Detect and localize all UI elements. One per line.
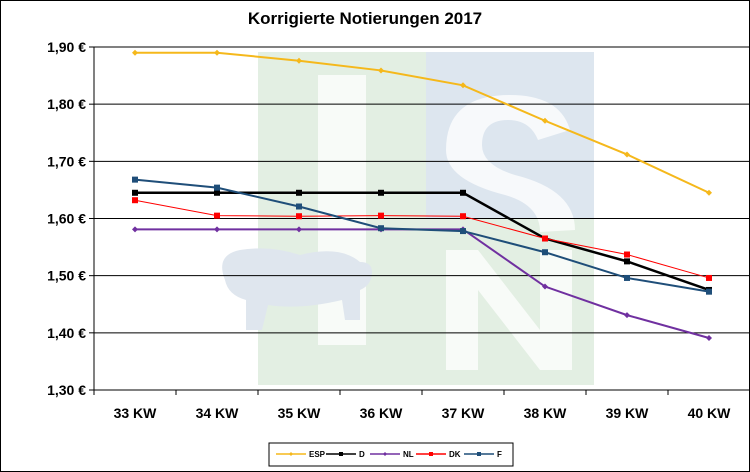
data-point	[624, 151, 630, 158]
series-esp	[132, 49, 712, 196]
x-tick-label: 35 KW	[278, 405, 322, 421]
series-dk	[132, 197, 712, 281]
data-point	[460, 213, 466, 220]
data-point	[624, 312, 630, 319]
data-point	[477, 452, 481, 456]
series-line	[135, 51, 710, 194]
data-point	[132, 176, 138, 183]
legend-label: NL	[403, 450, 414, 459]
data-point	[214, 212, 220, 219]
x-tick-label: 33 KW	[114, 405, 158, 421]
data-point	[214, 226, 220, 233]
series-f	[132, 176, 712, 295]
legend-item-dk: DK	[416, 450, 461, 459]
data-point	[542, 117, 548, 124]
x-axis-ticks: 33 KW 34 KW 35 KW 36 KW 37 KW 38 KW 39 KW 40 KW	[93, 390, 750, 421]
series-line	[134, 178, 710, 293]
chart-title: Korrigierte Notierungen 2017	[248, 9, 482, 28]
data-point	[214, 189, 220, 196]
data-point	[460, 228, 466, 235]
legend-label: ESP	[309, 450, 326, 459]
data-point	[706, 189, 712, 196]
legend-item-nl: NL	[370, 450, 414, 459]
legend-label: DK	[449, 450, 461, 459]
series-line	[134, 199, 710, 279]
data-point	[289, 452, 293, 456]
x-tick-label: 37 KW	[442, 405, 486, 421]
x-tick-label: 40 KW	[688, 405, 732, 421]
background-watermark	[222, 52, 594, 385]
y-tick-label: 1,80 €	[47, 96, 86, 112]
data-point	[296, 189, 302, 196]
y-tick-label: 1,90 €	[47, 39, 86, 55]
data-point	[296, 213, 302, 220]
x-tick-label: 39 KW	[606, 405, 650, 421]
x-tick-label: 34 KW	[196, 405, 240, 421]
legend-item-f: F	[464, 450, 502, 459]
data-point	[132, 49, 138, 56]
data-point	[542, 235, 548, 242]
legend: ESP D NL DK F	[276, 450, 502, 459]
x-tick-label: 36 KW	[360, 405, 404, 421]
data-point	[624, 274, 630, 281]
series-layer	[132, 49, 712, 341]
data-point	[706, 288, 712, 295]
y-tick-label: 1,40 €	[47, 325, 86, 341]
data-point	[706, 334, 712, 341]
data-point	[296, 203, 302, 210]
data-point	[296, 226, 302, 233]
y-tick-label: 1,30 €	[47, 382, 86, 398]
data-point	[706, 274, 712, 281]
data-point	[378, 212, 384, 219]
legend-label: D	[359, 450, 365, 459]
legend-item-esp: ESP	[276, 450, 326, 459]
data-point	[132, 189, 138, 196]
data-point	[132, 197, 138, 204]
y-tick-label: 1,70 €	[47, 153, 86, 169]
data-point	[429, 452, 433, 456]
data-point	[214, 184, 220, 191]
y-tick-label: 1,50 €	[47, 268, 86, 284]
grid-lines	[93, 46, 750, 391]
data-point	[460, 82, 466, 89]
data-point	[378, 225, 384, 232]
y-axis-ticks: 1,30 € 1,40 € 1,50 € 1,60 € 1,70 € 1,80 € 1,90…	[47, 39, 94, 398]
legend-item-d: D	[326, 450, 365, 459]
y-tick-label: 1,60 €	[47, 211, 86, 227]
data-point	[378, 67, 384, 74]
data-point	[383, 452, 387, 456]
data-point	[542, 249, 548, 256]
data-point	[542, 283, 548, 290]
data-point	[624, 251, 630, 258]
data-point	[378, 189, 384, 196]
data-point	[339, 452, 343, 456]
data-point	[132, 226, 138, 233]
data-point	[214, 49, 220, 56]
data-point	[624, 258, 630, 265]
data-point	[460, 189, 466, 196]
series-line	[135, 191, 710, 292]
x-tick-label: 38 KW	[524, 405, 568, 421]
data-point	[296, 57, 302, 64]
legend-label: F	[497, 450, 502, 459]
